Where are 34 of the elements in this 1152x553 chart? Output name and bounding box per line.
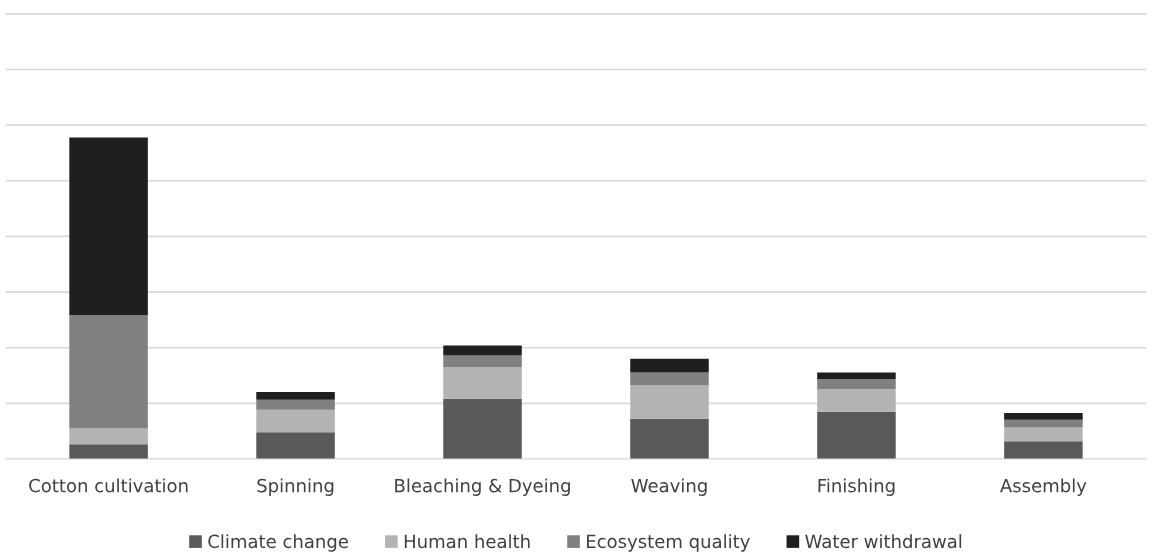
bar [630,372,709,386]
bar [443,398,522,459]
bar [1004,419,1083,428]
bar [69,444,148,459]
legend-label: Water withdrawal [805,534,962,549]
bar [443,355,522,368]
bar [443,345,522,356]
x-tick-label: Cotton cultivation [29,478,188,493]
x-tick-label: Bleaching & Dyeing [395,478,570,496]
bar [69,428,148,445]
bar [630,358,709,373]
x-tick-label: Assembly [1000,478,1087,496]
bar [256,399,335,410]
bar [630,418,709,459]
legend-label: Climate change [208,534,348,552]
bar [817,372,896,380]
bar [443,367,522,399]
bar [1004,413,1083,420]
bar [256,392,335,400]
bar [69,315,148,429]
x-tick-label: Finishing [818,478,895,496]
legend-label: Ecosystem quality [587,534,750,552]
x-tick-label: Spinning [257,478,334,496]
bar [256,409,335,433]
bar [630,385,709,419]
bar [817,411,896,459]
x-tick-label: Weaving [631,478,707,496]
bar [69,137,148,316]
bar [817,389,896,412]
legend-label: Human health [404,534,530,549]
bar [1004,427,1083,442]
bar [256,432,335,459]
bar [1004,441,1083,459]
bar [817,379,896,390]
